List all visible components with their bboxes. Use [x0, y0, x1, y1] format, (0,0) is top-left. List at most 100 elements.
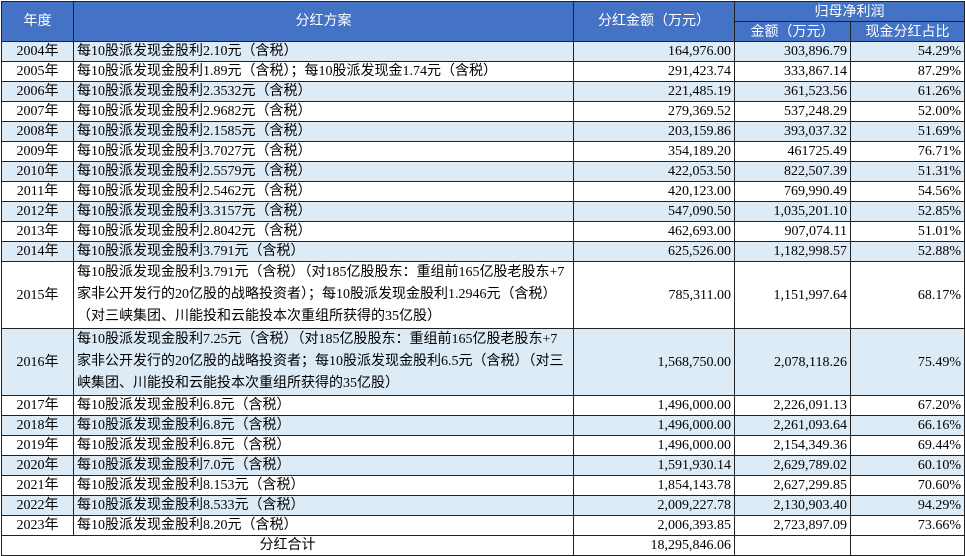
cell-plan: 每10股派发现金股利2.1585元（含税）	[73, 121, 574, 142]
cell-year: 2019年	[1, 435, 74, 456]
table-row: 2020年 每10股派发现金股利7.0元（含税） 1,591,930.14 2,629…	[1, 455, 965, 476]
cell-ratio: 73.66%	[850, 515, 965, 536]
cell-year: 2023年	[1, 515, 74, 536]
cell-dividend: 1,568,750.00	[573, 328, 735, 396]
cell-dividend: 1,854,143.78	[573, 475, 735, 496]
cell-ratio: 94.29%	[850, 495, 965, 516]
cell-dividend: 354,189.20	[573, 141, 735, 162]
cell-ratio: 52.00%	[850, 101, 965, 122]
cell-dividend: 785,311.00	[573, 261, 735, 329]
table-row: 2004年 每10股派发现金股利2.10元（含税） 164,976.00 303,89…	[1, 41, 965, 62]
cell-profit: 2,723,897.09	[734, 515, 851, 536]
header-dividend: 分红金额（万元）	[573, 1, 735, 42]
cell-ratio: 52.88%	[850, 241, 965, 262]
cell-profit: 2,627,299.85	[734, 475, 851, 496]
cell-profit: 361,523.56	[734, 81, 851, 102]
cell-ratio: 61.26%	[850, 81, 965, 102]
cell-year: 2018年	[1, 415, 74, 436]
total-empty-amount	[734, 535, 851, 556]
cell-ratio: 76.71%	[850, 141, 965, 162]
table-row: 2016年 每10股派发现金股利7.25元（含税）（对185亿股股东：重组前165…	[1, 328, 965, 396]
cell-dividend: 203,159.86	[573, 121, 735, 142]
cell-plan: 每10股派发现金股利6.8元（含税）	[73, 395, 574, 416]
cell-profit: 461725.49	[734, 141, 851, 162]
cell-ratio: 54.56%	[850, 181, 965, 202]
table-row: 2009年 每10股派发现金股利3.7027元（含税） 354,189.20 4617…	[1, 141, 965, 162]
cell-plan: 每10股派发现金股利2.3532元（含税）	[73, 81, 574, 102]
table-row: 2015年 每10股派发现金股利3.791元（含税）（对185亿股股东：重组前16…	[1, 261, 965, 329]
header-ratio: 现金分红占比	[850, 21, 965, 42]
header-net-profit: 归母净利润	[734, 1, 965, 22]
cell-year: 2013年	[1, 221, 74, 242]
cell-year: 2020年	[1, 455, 74, 476]
table-row: 2011年 每10股派发现金股利2.5462元（含税） 420,123.00 769,…	[1, 181, 965, 202]
cell-ratio: 54.29%	[850, 41, 965, 62]
cell-plan: 每10股派发现金股利3.7027元（含税）	[73, 141, 574, 162]
cell-profit: 2,629,789.02	[734, 455, 851, 476]
cell-year: 2015年	[1, 261, 74, 329]
total-empty-ratio	[850, 535, 965, 556]
cell-ratio: 67.20%	[850, 395, 965, 416]
table-row: 2017年 每10股派发现金股利6.8元（含税） 1,496,000.00 2,226…	[1, 395, 965, 416]
cell-plan: 每10股派发现金股利3.3157元（含税）	[73, 201, 574, 222]
cell-dividend: 1,496,000.00	[573, 435, 735, 456]
cell-dividend: 2,009,227.78	[573, 495, 735, 516]
table-row: 2006年 每10股派发现金股利2.3532元（含税） 221,485.19 361,…	[1, 81, 965, 102]
cell-year: 2004年	[1, 41, 74, 62]
cell-plan: 每10股派发现金股利3.791元（含税）（对185亿股股东：重组前165亿股老股…	[73, 261, 574, 329]
cell-year: 2007年	[1, 101, 74, 122]
cell-dividend: 422,053.50	[573, 161, 735, 182]
cell-dividend: 1,496,000.00	[573, 395, 735, 416]
cell-plan: 每10股派发现金股利2.9682元（含税）	[73, 101, 574, 122]
cell-dividend: 462,693.00	[573, 221, 735, 242]
cell-year: 2016年	[1, 328, 74, 396]
cell-plan: 每10股派发现金股利7.25元（含税）（对185亿股股东：重组前165亿股老股东…	[73, 328, 574, 396]
header-amount: 金额（万元）	[734, 21, 851, 42]
cell-ratio: 87.29%	[850, 61, 965, 82]
cell-plan: 每10股派发现金股利6.8元（含税）	[73, 415, 574, 436]
cell-ratio: 68.17%	[850, 261, 965, 329]
cell-plan: 每10股派发现金股利6.8元（含税）	[73, 435, 574, 456]
cell-plan: 每10股派发现金股利2.5579元（含税）	[73, 161, 574, 182]
table-row: 2021年 每10股派发现金股利8.153元（含税） 1,854,143.78 2,6…	[1, 475, 965, 496]
table-row: 2010年 每10股派发现金股利2.5579元（含税） 422,053.50 822,…	[1, 161, 965, 182]
table-row: 2022年 每10股派发现金股利8.533元（含税） 2,009,227.78 2,1…	[1, 495, 965, 516]
cell-dividend: 291,423.74	[573, 61, 735, 82]
table-row: 2018年 每10股派发现金股利6.8元（含税） 1,496,000.00 2,261…	[1, 415, 965, 436]
cell-profit: 303,896.79	[734, 41, 851, 62]
total-row: 分红合计 18,295,846.06	[1, 535, 965, 556]
cell-ratio: 69.44%	[850, 435, 965, 456]
cell-year: 2006年	[1, 81, 74, 102]
cell-year: 2021年	[1, 475, 74, 496]
cell-profit: 393,037.32	[734, 121, 851, 142]
total-dividend: 18,295,846.06	[573, 535, 735, 556]
cell-plan: 每10股派发现金股利2.10元（含税）	[73, 41, 574, 62]
cell-dividend: 221,485.19	[573, 81, 735, 102]
cell-profit: 333,867.14	[734, 61, 851, 82]
cell-profit: 2,154,349.36	[734, 435, 851, 456]
header-plan: 分红方案	[73, 1, 574, 42]
cell-ratio: 52.85%	[850, 201, 965, 222]
cell-plan: 每10股派发现金股利7.0元（含税）	[73, 455, 574, 476]
cell-year: 2022年	[1, 495, 74, 516]
cell-dividend: 1,496,000.00	[573, 415, 735, 436]
cell-year: 2014年	[1, 241, 74, 262]
cell-ratio: 51.69%	[850, 121, 965, 142]
cell-year: 2011年	[1, 181, 74, 202]
table-row: 2014年 每10股派发现金股利3.791元（含税） 625,526.00 1,182…	[1, 241, 965, 262]
cell-profit: 2,130,903.40	[734, 495, 851, 516]
cell-dividend: 2,006,393.85	[573, 515, 735, 536]
table-row: 2013年 每10股派发现金股利2.8042元（含税） 462,693.00 907,…	[1, 221, 965, 242]
table-row: 2023年 每10股派发现金股利8.20元（含税） 2,006,393.85 2,72…	[1, 515, 965, 536]
cell-year: 2010年	[1, 161, 74, 182]
table-row: 2005年 每10股派发现金股利1.89元（含税）；每10股派发现金1.74元（含…	[1, 61, 965, 82]
cell-profit: 907,074.11	[734, 221, 851, 242]
cell-year: 2008年	[1, 121, 74, 142]
cell-ratio: 75.49%	[850, 328, 965, 396]
cell-dividend: 1,591,930.14	[573, 455, 735, 476]
cell-plan: 每10股派发现金股利2.8042元（含税）	[73, 221, 574, 242]
cell-dividend: 547,090.50	[573, 201, 735, 222]
cell-profit: 537,248.29	[734, 101, 851, 122]
cell-year: 2005年	[1, 61, 74, 82]
